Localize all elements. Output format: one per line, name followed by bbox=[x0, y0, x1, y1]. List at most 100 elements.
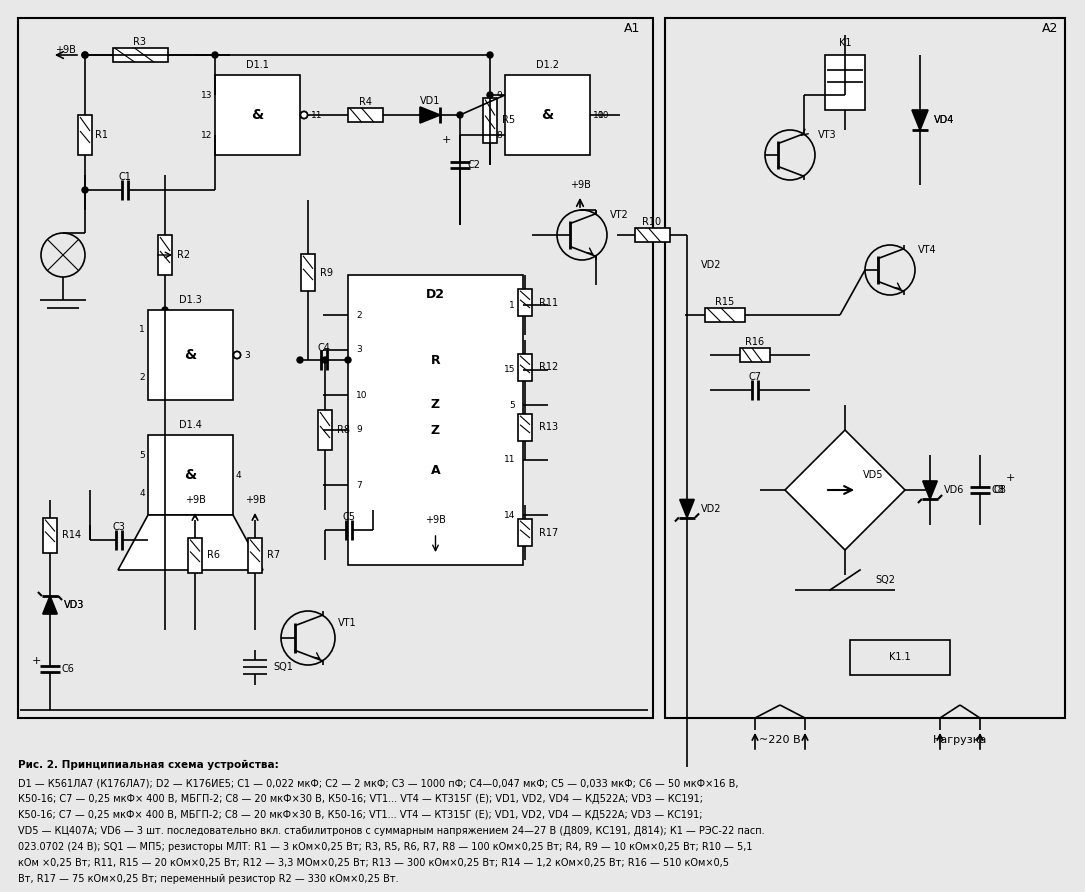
Text: &: & bbox=[541, 108, 553, 122]
Text: 11: 11 bbox=[311, 111, 322, 120]
Circle shape bbox=[322, 357, 328, 363]
Text: +9В: +9В bbox=[184, 495, 205, 505]
Text: R3: R3 bbox=[133, 37, 146, 47]
Bar bbox=[215, 75, 299, 155]
Polygon shape bbox=[912, 110, 928, 130]
Text: R9: R9 bbox=[320, 268, 333, 277]
Text: D1.3: D1.3 bbox=[179, 295, 202, 305]
Text: C8: C8 bbox=[994, 485, 1007, 495]
Text: Вт, R17 — 75 кОм×0,25 Вт; переменный резистор R2 — 330 кОм×0,25 Вт.: Вт, R17 — 75 кОм×0,25 Вт; переменный рез… bbox=[18, 874, 398, 884]
Text: VD2: VD2 bbox=[701, 260, 722, 270]
Text: VD6: VD6 bbox=[944, 485, 965, 495]
Text: C1: C1 bbox=[118, 172, 131, 182]
Polygon shape bbox=[923, 481, 937, 499]
Bar bbox=[301, 253, 315, 292]
Text: &: & bbox=[184, 348, 196, 362]
Text: K1: K1 bbox=[839, 38, 852, 48]
Text: D2: D2 bbox=[426, 288, 445, 301]
Text: D1 — К561ЛА7 (К176ЛА7); D2 — К176ИЕ5; С1 — 0,022 мкФ; С2 — 2 мкФ; С3 — 1000 пФ; : D1 — К561ЛА7 (К176ЛА7); D2 — К176ИЕ5; С1… bbox=[18, 778, 739, 788]
Text: 1: 1 bbox=[139, 326, 145, 334]
Text: SQ2: SQ2 bbox=[875, 575, 895, 585]
Text: R6: R6 bbox=[207, 550, 220, 560]
Bar bbox=[148, 310, 233, 400]
Text: R4: R4 bbox=[358, 97, 371, 107]
Text: 4: 4 bbox=[139, 489, 145, 498]
Bar bbox=[248, 538, 261, 573]
Text: +: + bbox=[1006, 473, 1014, 483]
Text: D1.2: D1.2 bbox=[536, 60, 559, 70]
Bar bbox=[158, 235, 173, 275]
Bar bbox=[635, 228, 669, 242]
Text: K50-16; С7 — 0,25 мкФ× 400 В, МБГП-2; С8 — 20 мкФ×30 В, К50-16; VT1... VT4 — КТ3: K50-16; С7 — 0,25 мкФ× 400 В, МБГП-2; С8… bbox=[18, 810, 702, 820]
Text: 10: 10 bbox=[356, 391, 368, 400]
Text: VD2: VD2 bbox=[701, 503, 722, 514]
Text: 13: 13 bbox=[201, 90, 212, 100]
Polygon shape bbox=[786, 430, 905, 550]
Bar bbox=[518, 414, 532, 442]
Text: 5: 5 bbox=[139, 450, 145, 459]
Text: 4: 4 bbox=[237, 470, 242, 480]
Text: R5: R5 bbox=[502, 115, 515, 125]
Bar bbox=[505, 75, 590, 155]
Text: SQ1: SQ1 bbox=[273, 662, 293, 672]
Text: C2: C2 bbox=[468, 160, 481, 170]
Text: VD5 — КЦ407А; VD6 — 3 шт. последовательно вкл. стабилитронов с суммарным напряже: VD5 — КЦ407А; VD6 — 3 шт. последовательн… bbox=[18, 826, 765, 836]
Circle shape bbox=[345, 357, 352, 363]
Text: кОм ×0,25 Вт; R11, R15 — 20 кОм×0,25 Вт; R12 — 3,3 МОм×0,25 Вт; R13 — 300 кОм×0,: кОм ×0,25 Вт; R11, R15 — 20 кОм×0,25 Вт;… bbox=[18, 858, 729, 868]
Text: 10: 10 bbox=[593, 111, 604, 120]
Text: R1: R1 bbox=[95, 130, 108, 140]
Bar bbox=[148, 435, 233, 515]
Bar bbox=[113, 48, 167, 62]
Circle shape bbox=[301, 112, 307, 119]
Bar bbox=[518, 519, 532, 546]
Text: 8: 8 bbox=[496, 130, 502, 139]
Text: +: + bbox=[442, 135, 450, 145]
Bar bbox=[665, 18, 1065, 718]
Text: +9В: +9В bbox=[55, 45, 76, 55]
Circle shape bbox=[162, 307, 168, 313]
Text: 2: 2 bbox=[139, 374, 145, 383]
Text: R15: R15 bbox=[715, 297, 735, 307]
Text: Z: Z bbox=[431, 399, 441, 411]
Text: +9В: +9В bbox=[244, 495, 266, 505]
Text: +: + bbox=[31, 656, 41, 666]
Text: Нагрузка: Нагрузка bbox=[933, 735, 987, 745]
Text: ~220 В: ~220 В bbox=[760, 735, 801, 745]
Text: +9В: +9В bbox=[570, 180, 590, 190]
Text: D1.1: D1.1 bbox=[246, 60, 269, 70]
Text: VD4: VD4 bbox=[934, 115, 955, 125]
Text: 5: 5 bbox=[509, 401, 515, 409]
Circle shape bbox=[212, 52, 218, 58]
Circle shape bbox=[82, 52, 88, 58]
Text: R: R bbox=[431, 353, 441, 367]
Bar bbox=[518, 354, 532, 381]
Bar bbox=[740, 348, 770, 362]
Text: VD3: VD3 bbox=[64, 600, 85, 610]
Text: &: & bbox=[252, 108, 264, 122]
Circle shape bbox=[233, 351, 241, 359]
Text: VT2: VT2 bbox=[610, 210, 628, 220]
Text: VD3: VD3 bbox=[64, 600, 85, 610]
Text: 10: 10 bbox=[598, 111, 610, 120]
Polygon shape bbox=[42, 596, 58, 614]
Text: 15: 15 bbox=[503, 366, 515, 375]
Circle shape bbox=[82, 187, 88, 193]
Text: R13: R13 bbox=[539, 423, 558, 433]
Circle shape bbox=[301, 112, 307, 119]
Text: 2: 2 bbox=[356, 310, 361, 319]
Circle shape bbox=[457, 112, 463, 118]
Circle shape bbox=[82, 52, 88, 58]
Text: 9: 9 bbox=[496, 90, 502, 100]
Text: R10: R10 bbox=[642, 217, 662, 227]
Text: VD5: VD5 bbox=[863, 470, 883, 480]
Text: 9: 9 bbox=[356, 425, 361, 434]
Text: R12: R12 bbox=[539, 362, 559, 373]
Text: D1.4: D1.4 bbox=[179, 420, 202, 430]
Text: VD4: VD4 bbox=[934, 115, 955, 125]
Text: R7: R7 bbox=[267, 550, 280, 560]
Circle shape bbox=[487, 92, 493, 98]
Text: R8: R8 bbox=[337, 425, 350, 435]
Text: C4: C4 bbox=[318, 343, 331, 353]
Text: Рис. 2. Принципиальная схема устройства:: Рис. 2. Принципиальная схема устройства: bbox=[18, 760, 279, 770]
Text: 1: 1 bbox=[509, 301, 515, 310]
